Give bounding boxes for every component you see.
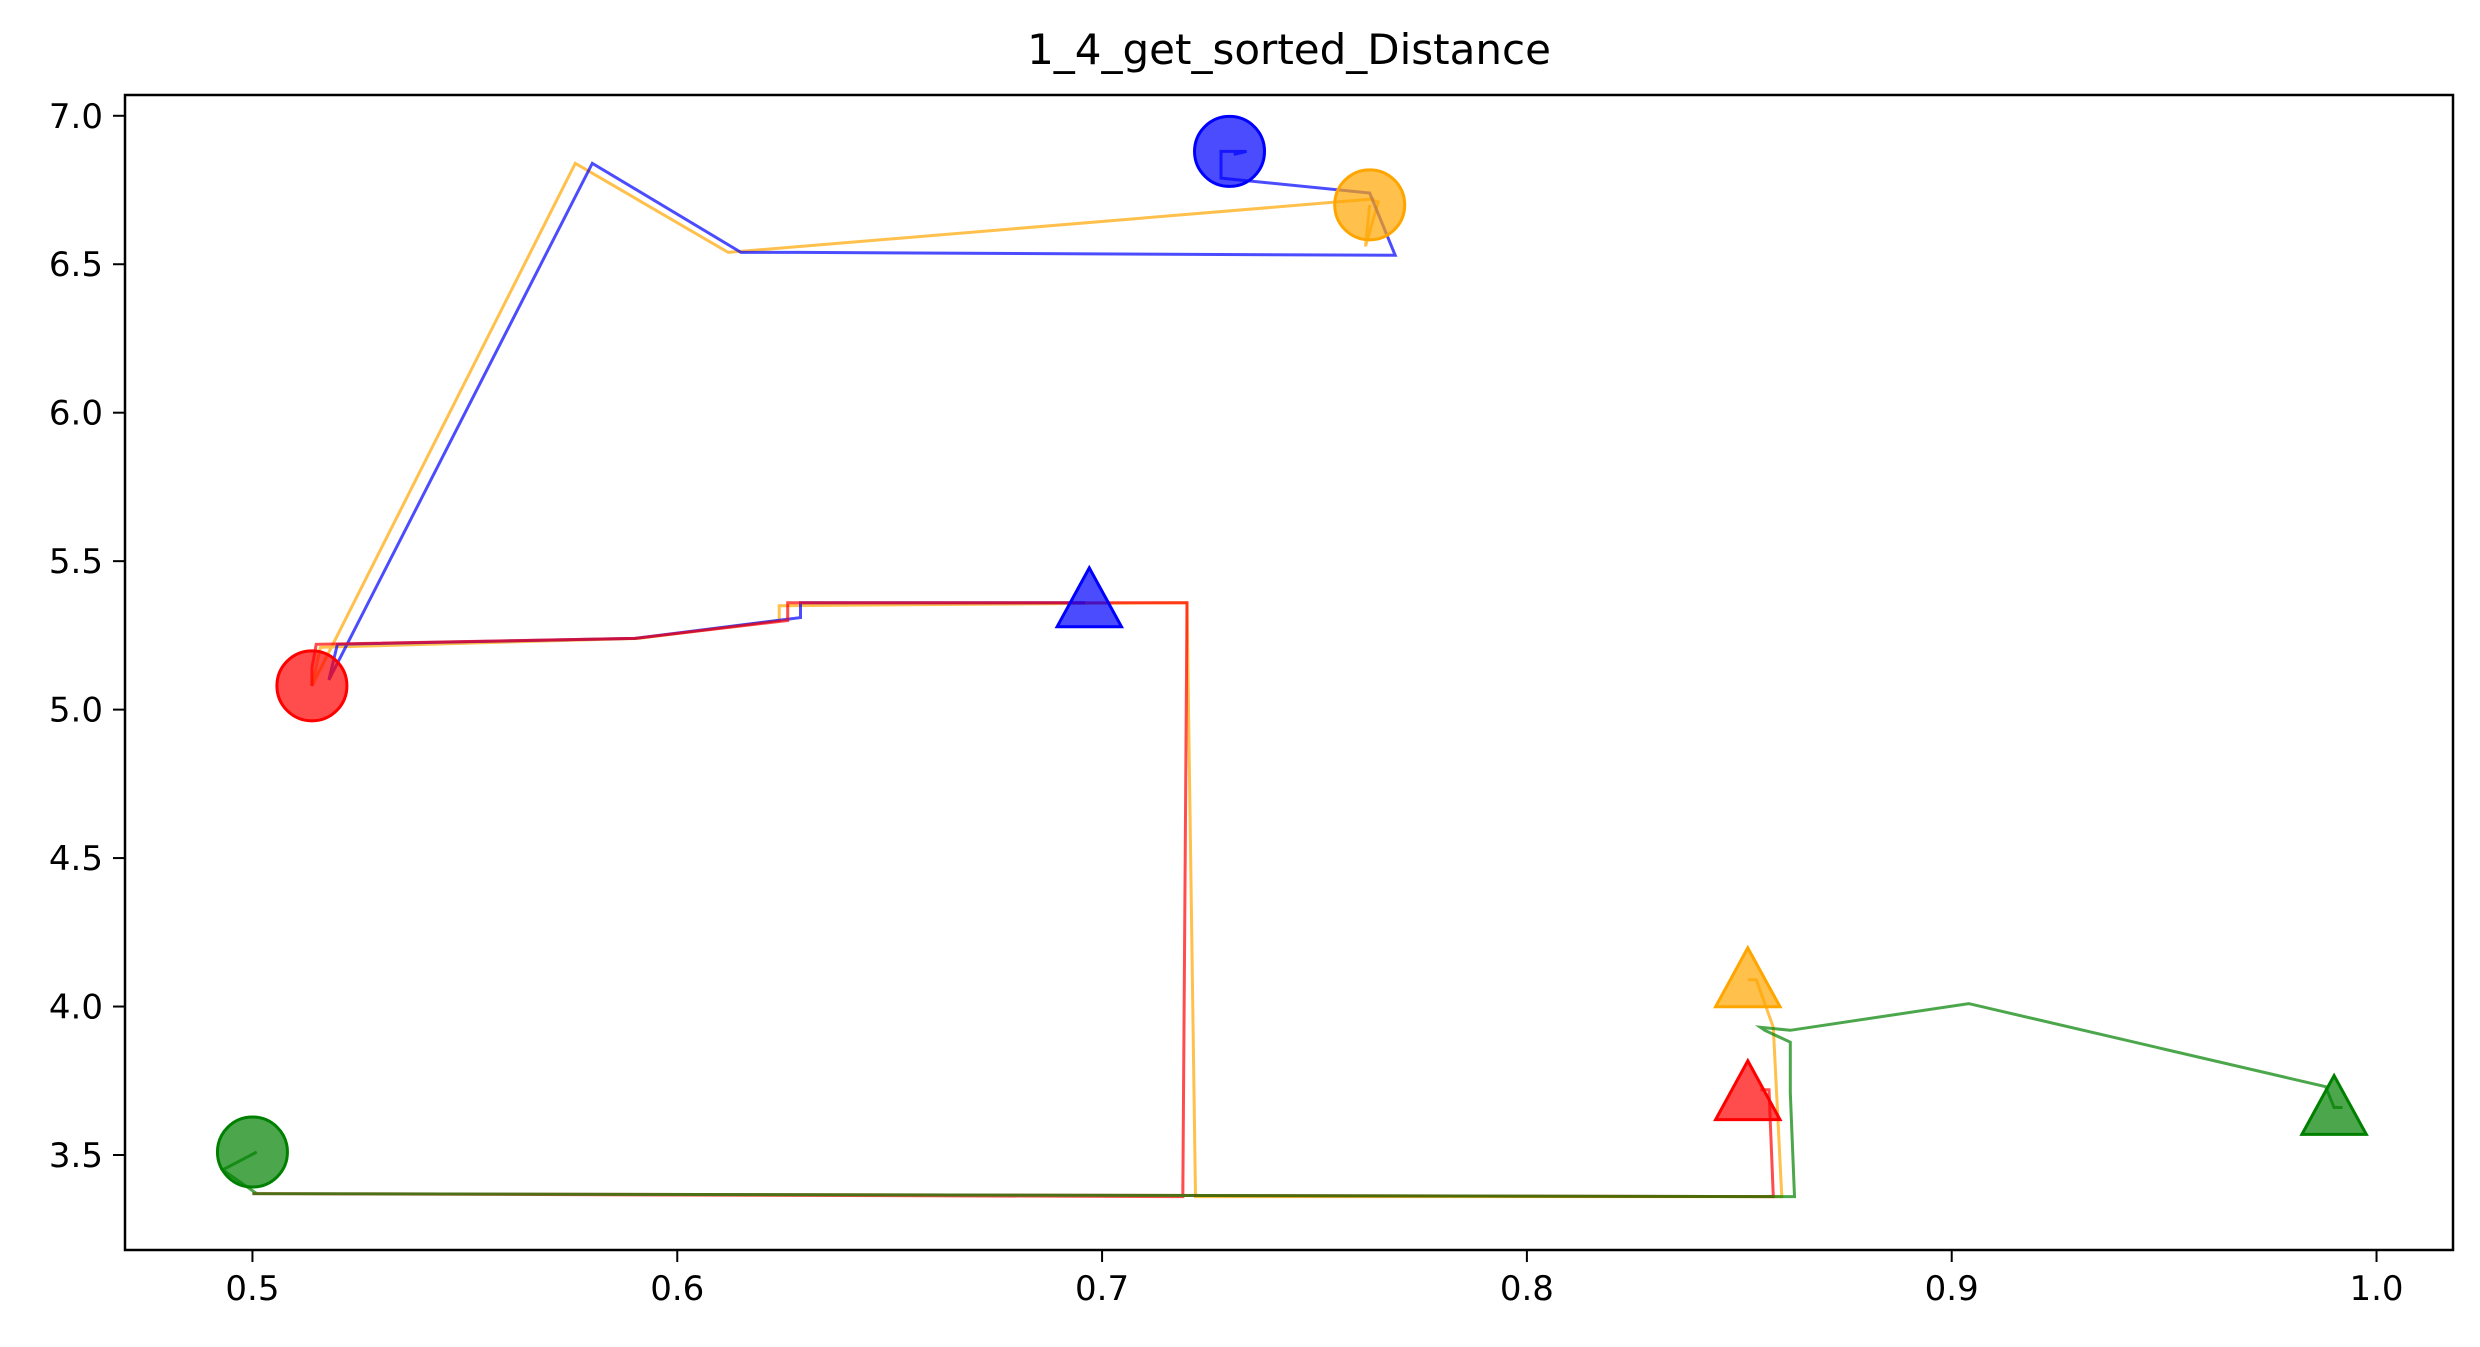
- plot-frame: [123, 93, 2455, 1252]
- circle-marker-1: [1333, 168, 1407, 242]
- series-line-0: [310, 161, 1784, 1199]
- chart-title: 1_4_get_sorted_Distance: [1027, 25, 1551, 74]
- y-tick-label-3: 5.0: [49, 691, 103, 731]
- x-tick-label-2: 0.7: [1075, 1269, 1129, 1309]
- triangle-marker-5: [1713, 944, 1783, 1009]
- series-lines: [219, 149, 2343, 1199]
- circle-marker-2: [275, 649, 349, 723]
- y-tick-label-5: 6.0: [49, 394, 103, 434]
- y-tick-label-1: 4.0: [49, 988, 103, 1028]
- x-tick-label-1: 0.6: [650, 1269, 704, 1309]
- y-tick-label-7: 7.0: [49, 97, 103, 137]
- series-line-1: [327, 149, 1398, 681]
- y-tick-label-4: 5.5: [49, 542, 103, 582]
- circle-marker-0: [1193, 114, 1267, 188]
- triangle-marker-6: [1713, 1057, 1783, 1122]
- x-tick-label-3: 0.8: [1500, 1269, 1554, 1309]
- x-tick-label-0: 0.5: [225, 1269, 279, 1309]
- x-tick-label-5: 1.0: [2349, 1269, 2403, 1309]
- plot-area: [123, 93, 2455, 1252]
- y-tick-label-2: 4.5: [49, 839, 103, 879]
- y-axis: 3.5 4.0 4.5 5.0 5.5 6.0 6.5 7.0: [49, 97, 125, 1176]
- y-tick-label-6: 6.5: [49, 245, 103, 285]
- markers: [215, 114, 2369, 1189]
- series-line-3: [219, 1002, 2343, 1199]
- y-tick-label-0: 3.5: [49, 1136, 103, 1176]
- circle-marker-3: [215, 1115, 289, 1189]
- series-line-2: [252, 601, 1775, 1199]
- x-tick-label-4: 0.9: [1925, 1269, 1979, 1309]
- triangle-marker-7: [2299, 1072, 2369, 1136]
- x-axis: 0.5 0.6 0.7 0.8 0.9 1.0: [225, 1250, 2404, 1309]
- triangle-marker-4: [1054, 564, 1125, 629]
